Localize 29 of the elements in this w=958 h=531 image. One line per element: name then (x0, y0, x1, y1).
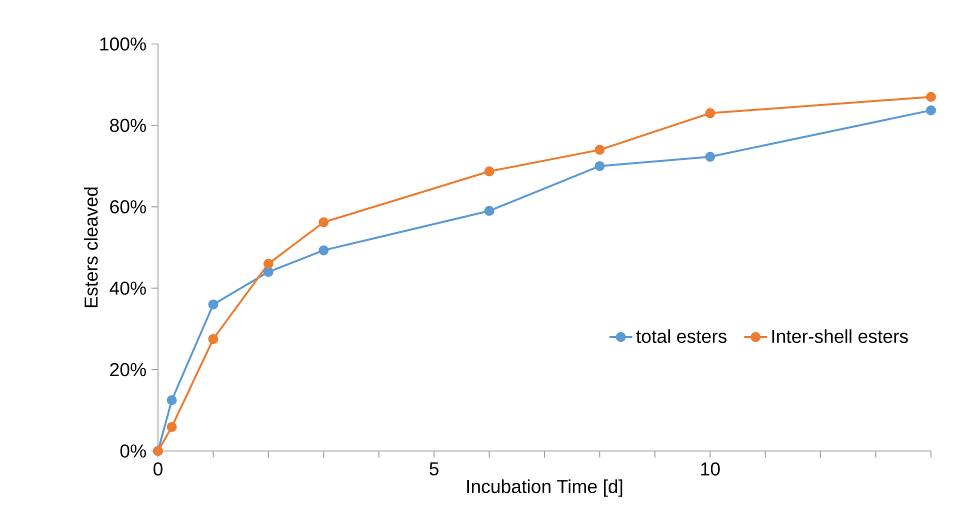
legend-label: total esters (636, 329, 726, 343)
y-tick-label: 0% (120, 444, 146, 458)
point (318, 217, 329, 228)
x-axis-title: Incubation Time [d] (467, 479, 622, 497)
point (166, 422, 177, 432)
point (208, 334, 218, 344)
point (484, 206, 494, 216)
y-tick-label: 60% (110, 200, 146, 214)
point (166, 395, 177, 406)
point (594, 144, 605, 155)
point (208, 299, 218, 310)
x-tick-label: 0 (154, 462, 162, 476)
y-axis-title: Esters cleaved (84, 188, 98, 308)
point (926, 105, 936, 116)
y-tick-label: 80% (110, 118, 146, 132)
point (594, 161, 605, 172)
point (926, 92, 936, 102)
point (263, 258, 274, 269)
x-tick-label: 10 (701, 462, 720, 476)
point (318, 245, 329, 256)
y-tick-label: 20% (110, 362, 146, 376)
legend-label: Inter-shell esters (772, 329, 908, 343)
point (705, 152, 716, 162)
y-tick-label: 40% (110, 282, 146, 295)
point (263, 266, 274, 277)
y-tick-label: 100% (100, 37, 146, 51)
x-tick-label: 5 (430, 462, 438, 476)
point (705, 108, 716, 118)
point (484, 166, 494, 176)
